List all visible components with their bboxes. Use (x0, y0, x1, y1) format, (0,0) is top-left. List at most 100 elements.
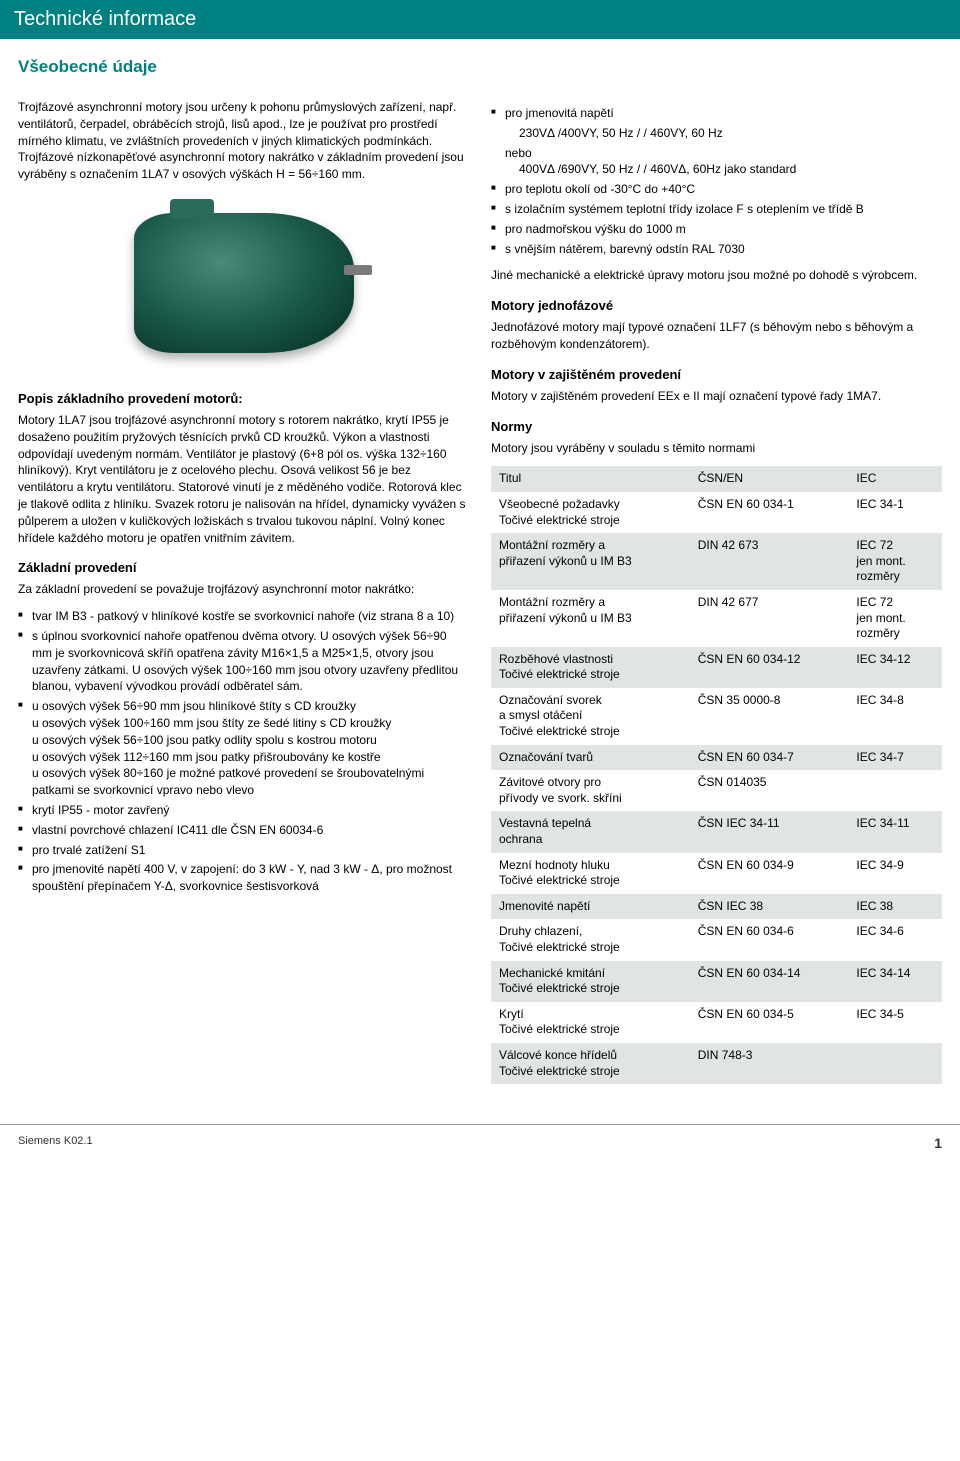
table-cell: IEC 34-1 (848, 492, 942, 533)
table-cell: ČSN EN 60 034-12 (690, 647, 849, 688)
table-cell: Všeobecné požadavky Točivé elektrické st… (491, 492, 690, 533)
page-subheader: Všeobecné údaje (18, 57, 942, 77)
footer-page-number: 1 (934, 1135, 942, 1151)
intro-paragraph: Trojfázové asynchronní motory jsou určen… (18, 99, 469, 183)
motor-shape-icon (134, 213, 354, 353)
table-cell: IEC 34-14 (848, 961, 942, 1002)
table-cell: DIN 748-3 (690, 1043, 849, 1084)
table-row: Jmenovité napětíČSN IEC 38IEC 38 (491, 894, 942, 920)
normy-heading: Normy (491, 419, 942, 434)
table-cell: ČSN EN 60 034-1 (690, 492, 849, 533)
table-cell: IEC 72 jen mont. rozměry (848, 533, 942, 590)
table-cell: ČSN EN 60 034-6 (690, 919, 849, 960)
table-cell: IEC 34-7 (848, 745, 942, 771)
volt-line-2: 400VΔ /690VY, 50 Hz / / 460VΔ, 60Hz jako… (491, 161, 942, 178)
norms-table: Titul ČSN/EN IEC Všeobecné požadavky Toč… (491, 466, 942, 1084)
list-item: tvar IM B3 - patkový v hliníkové kostře … (18, 608, 469, 625)
table-row: Všeobecné požadavky Točivé elektrické st… (491, 492, 942, 533)
th-titul: Titul (491, 466, 690, 492)
table-row: Závitové otvory pro přívody ve svork. sk… (491, 770, 942, 811)
table-cell: DIN 42 677 (690, 590, 849, 647)
table-cell: ČSN 35 0000-8 (690, 688, 849, 745)
table-cell (848, 770, 942, 811)
table-row: Krytí Točivé elektrické strojeČSN EN 60 … (491, 1002, 942, 1043)
table-cell: ČSN EN 60 034-7 (690, 745, 849, 771)
table-row: Označování svorek a smysl otáčení Točivé… (491, 688, 942, 745)
list-item: pro trvalé zatížení S1 (18, 842, 469, 859)
table-head-row: Titul ČSN/EN IEC (491, 466, 942, 492)
right-column: pro jmenovitá napětí 230VΔ /400VY, 50 Hz … (491, 99, 942, 1084)
table-cell: Mechanické kmitání Točivé elektrické str… (491, 961, 690, 1002)
table-cell: IEC 34-12 (848, 647, 942, 688)
mono-paragraph: Jednofázové motory mají typové označení … (491, 319, 942, 353)
table-cell: IEC 34-9 (848, 853, 942, 894)
spec-list: pro jmenovitá napětí 230VΔ /400VY, 50 Hz … (491, 105, 942, 257)
table-row: Rozběhové vlastnosti Točivé elektrické s… (491, 647, 942, 688)
zaj-paragraph: Motory v zajištěném provedení EEx e II m… (491, 388, 942, 405)
two-column-layout: Trojfázové asynchronní motory jsou určen… (18, 99, 942, 1084)
table-cell: IEC 72 jen mont. rozměry (848, 590, 942, 647)
table-cell: Označování tvarů (491, 745, 690, 771)
list-item: vlastní povrchové chlazení IC411 dle ČSN… (18, 822, 469, 839)
th-csn: ČSN/EN (690, 466, 849, 492)
table-cell: Závitové otvory pro přívody ve svork. sk… (491, 770, 690, 811)
footer-left: Siemens K02.1 (18, 1135, 93, 1151)
zaklad-paragraph: Za základní provedení se považuje trojfá… (18, 581, 469, 598)
page-footer: Siemens K02.1 1 (0, 1124, 960, 1161)
list-item: pro teplotu okolí od -30°C do +40°C (491, 181, 942, 198)
mono-heading: Motory jednofázové (491, 298, 942, 313)
table-row: Druhy chlazení, Točivé elektrické stroje… (491, 919, 942, 960)
normy-paragraph: Motory jsou vyráběny v souladu s těmito … (491, 440, 942, 457)
table-cell: IEC 34-11 (848, 811, 942, 852)
jine-paragraph: Jiné mechanické a elektrické úpravy moto… (491, 267, 942, 284)
table-row: Montážní rozměry a přiřazení výkonů u IM… (491, 590, 942, 647)
table-cell: DIN 42 673 (690, 533, 849, 590)
motor-image (114, 193, 374, 373)
zaj-heading: Motory v zajištěném provedení (491, 367, 942, 382)
popis-paragraph: Motory 1LA7 jsou trojfázové asynchronní … (18, 412, 469, 546)
table-cell: ČSN 014035 (690, 770, 849, 811)
table-cell: Mezní hodnoty hluku Točivé elektrické st… (491, 853, 690, 894)
table-cell: ČSN IEC 34-11 (690, 811, 849, 852)
table-cell: IEC 38 (848, 894, 942, 920)
list-item: s úplnou svorkovnicí nahoře opatřenou dv… (18, 628, 469, 695)
list-item: u osových výšek 56÷90 mm jsou hliníkové … (18, 698, 469, 799)
table-cell: Druhy chlazení, Točivé elektrické stroje (491, 919, 690, 960)
popis-heading: Popis základního provedení motorů: (18, 391, 469, 406)
table-row: Označování tvarůČSN EN 60 034-7IEC 34-7 (491, 745, 942, 771)
list-item: s izolačním systémem teplotní třídy izol… (491, 201, 942, 218)
volt-nebo: nebo (491, 145, 942, 162)
page-header-band: Technické informace (0, 0, 960, 39)
list-item: s vnějším nátěrem, barevný odstín RAL 70… (491, 241, 942, 258)
list-item: pro jmenovitá napětí (491, 105, 942, 122)
table-cell: ČSN EN 60 034-9 (690, 853, 849, 894)
page-header-title: Technické informace (14, 8, 196, 30)
table-cell: Vestavná tepelná ochrana (491, 811, 690, 852)
table-cell: ČSN EN 60 034-14 (690, 961, 849, 1002)
list-item: pro jmenovité napětí 400 V, v zapojení: … (18, 861, 469, 895)
table-cell: Montážní rozměry a přiřazení výkonů u IM… (491, 533, 690, 590)
table-cell: IEC 34-8 (848, 688, 942, 745)
table-cell: IEC 34-6 (848, 919, 942, 960)
table-cell: Jmenovité napětí (491, 894, 690, 920)
left-column: Trojfázové asynchronní motory jsou určen… (18, 99, 469, 1084)
table-cell: ČSN EN 60 034-5 (690, 1002, 849, 1043)
table-row: Vestavná tepelná ochranaČSN IEC 34-11IEC… (491, 811, 942, 852)
zaklad-list: tvar IM B3 - patkový v hliníkové kostře … (18, 608, 469, 895)
list-item: pro nadmořskou výšku do 1000 m (491, 221, 942, 238)
table-cell: Montážní rozměry a přiřazení výkonů u IM… (491, 590, 690, 647)
page-body: Všeobecné údaje Trojfázové asynchronní m… (0, 39, 960, 1124)
table-cell: Rozběhové vlastnosti Točivé elektrické s… (491, 647, 690, 688)
zaklad-heading: Základní provedení (18, 560, 469, 575)
table-row: Válcové konce hřídelů Točivé elektrické … (491, 1043, 942, 1084)
table-row: Montážní rozměry a přiřazení výkonů u IM… (491, 533, 942, 590)
table-cell: Označování svorek a smysl otáčení Točivé… (491, 688, 690, 745)
list-item: krytí IP55 - motor zavřený (18, 802, 469, 819)
table-row: Mezní hodnoty hluku Točivé elektrické st… (491, 853, 942, 894)
volt-line-1: 230VΔ /400VY, 50 Hz / / 460VY, 60 Hz (491, 125, 942, 142)
table-cell: IEC 34-5 (848, 1002, 942, 1043)
th-iec: IEC (848, 466, 942, 492)
table-cell (848, 1043, 942, 1084)
table-cell: Válcové konce hřídelů Točivé elektrické … (491, 1043, 690, 1084)
table-cell: ČSN IEC 38 (690, 894, 849, 920)
